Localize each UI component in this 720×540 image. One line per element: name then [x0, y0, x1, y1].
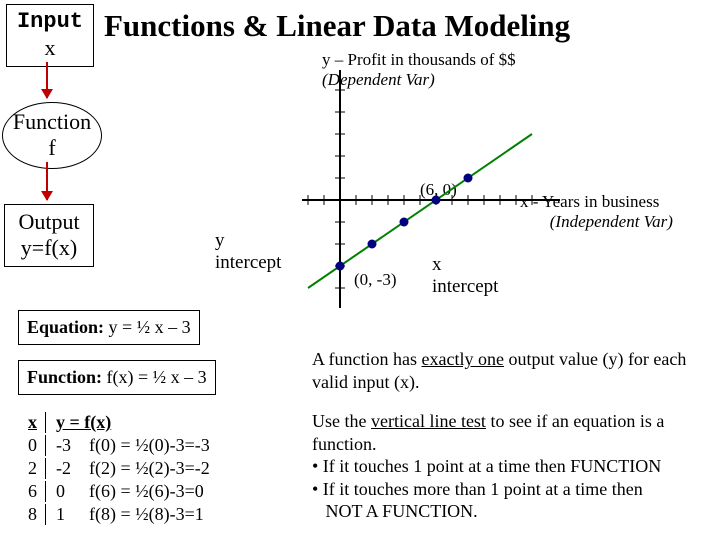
note-vertical-test: Use the vertical line test to see if an …: [312, 410, 710, 523]
table-row: 2-2f(2) = ½(2)-3=-2: [20, 458, 218, 479]
b2: • If it touches more than 1 point at a t…: [312, 479, 643, 499]
flow-arrow-2: [46, 162, 48, 200]
page-title: Functions & Linear Data Modeling: [104, 8, 570, 44]
table-row: 0-3f(0) = ½(0)-3=-3: [20, 435, 218, 456]
note-function-def: A function has exactly one output value …: [312, 348, 710, 393]
input-box: Input x: [6, 4, 94, 67]
function-label: Function: [5, 109, 99, 135]
n1a: A function has: [312, 349, 422, 369]
n2a: Use the: [312, 411, 371, 431]
output-expr: y=f(x): [11, 235, 87, 261]
flow-arrow-1: [46, 62, 48, 98]
n2u: vertical line test: [371, 411, 486, 431]
value-table: x y = f(x) 0-3f(0) = ½(0)-3=-32-2f(2) = …: [18, 410, 220, 527]
graph-plot: [300, 60, 560, 320]
th-x: x: [20, 412, 46, 433]
table-row: 81f(8) = ½(8)-3=1: [20, 504, 218, 525]
function-eqn-box: Function: f(x) = ½ x – 3: [18, 360, 216, 395]
equation-box: Equation: y = ½ x – 3: [18, 310, 200, 345]
equation-body: y = ½ x – 3: [104, 317, 191, 337]
function-prefix: Function:: [27, 367, 102, 387]
output-label: Output: [11, 209, 87, 235]
th-y: y = f(x): [48, 412, 218, 433]
b2b: NOT A FUNCTION.: [312, 501, 478, 521]
function-symbol: f: [5, 135, 99, 161]
y-intercept-label: yintercept: [215, 230, 281, 274]
x-axis-sub: (Independent Var): [550, 212, 673, 231]
output-box: Output y=f(x): [4, 204, 94, 267]
table-row: 60f(6) = ½(6)-3=0: [20, 481, 218, 502]
equation-prefix: Equation:: [27, 317, 104, 337]
b1: • If it touches 1 point at a time then F…: [312, 456, 661, 476]
function-box: Function f: [2, 102, 102, 169]
input-label: Input: [13, 9, 87, 35]
function-body: f(x) = ½ x – 3: [102, 367, 207, 387]
input-var: x: [13, 35, 87, 61]
n1u: exactly one: [422, 349, 504, 369]
